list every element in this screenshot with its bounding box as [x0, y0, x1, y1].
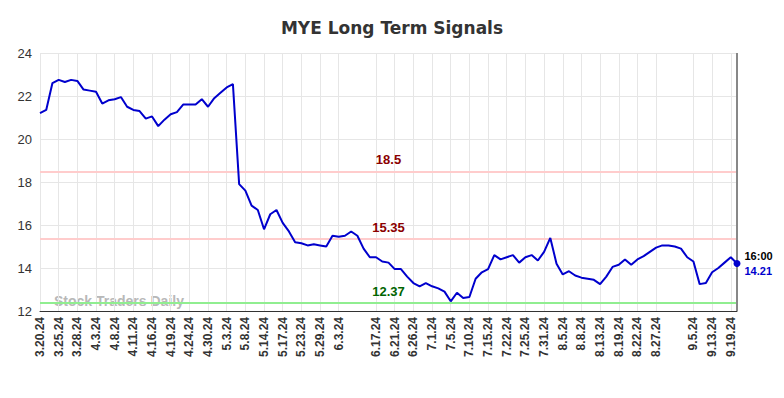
svg-text:3.20.24: 3.20.24: [33, 317, 47, 357]
svg-text:7.10.24: 7.10.24: [462, 317, 476, 357]
svg-text:8.5.24: 8.5.24: [556, 317, 570, 351]
svg-text:3.28.24: 3.28.24: [70, 317, 84, 357]
svg-text:8.8.24: 8.8.24: [574, 317, 588, 351]
svg-text:5.23.24: 5.23.24: [294, 317, 308, 357]
svg-text:5.17.24: 5.17.24: [276, 317, 290, 357]
svg-text:16:00: 16:00: [745, 250, 773, 262]
svg-text:7.1.24: 7.1.24: [425, 317, 439, 351]
svg-text:5.8.24: 5.8.24: [238, 317, 252, 351]
svg-text:18: 18: [18, 175, 32, 190]
svg-text:7.15.24: 7.15.24: [481, 317, 495, 357]
svg-text:3.25.24: 3.25.24: [52, 317, 66, 357]
svg-text:16: 16: [18, 218, 32, 233]
svg-text:14.21: 14.21: [745, 265, 773, 277]
svg-text:5.29.24: 5.29.24: [313, 317, 327, 357]
svg-text:4.3.24: 4.3.24: [89, 317, 103, 351]
svg-text:6.3.24: 6.3.24: [332, 317, 346, 351]
svg-text:9.13.24: 9.13.24: [705, 317, 719, 357]
svg-text:14: 14: [18, 261, 32, 276]
svg-text:4.8.24: 4.8.24: [108, 317, 122, 351]
svg-text:4.30.24: 4.30.24: [201, 317, 215, 357]
svg-text:4.16.24: 4.16.24: [145, 317, 159, 357]
svg-text:8.22.24: 8.22.24: [630, 317, 644, 357]
svg-text:5.3.24: 5.3.24: [220, 317, 234, 351]
svg-text:24: 24: [18, 46, 32, 61]
svg-text:7.25.24: 7.25.24: [518, 317, 532, 357]
svg-text:7.22.24: 7.22.24: [500, 317, 514, 357]
svg-text:15.35: 15.35: [372, 220, 405, 235]
svg-text:6.26.24: 6.26.24: [406, 317, 420, 357]
svg-text:12.37: 12.37: [372, 284, 405, 299]
svg-text:8.19.24: 8.19.24: [612, 317, 626, 357]
svg-text:6.21.24: 6.21.24: [388, 317, 402, 357]
svg-text:22: 22: [18, 89, 32, 104]
svg-text:9.5.24: 9.5.24: [686, 317, 700, 351]
svg-text:9.19.24: 9.19.24: [724, 317, 738, 357]
svg-text:12: 12: [18, 304, 32, 319]
svg-text:Stock Traders Daily: Stock Traders Daily: [54, 293, 184, 309]
svg-text:8.27.24: 8.27.24: [649, 317, 663, 357]
svg-text:4.11.24: 4.11.24: [126, 317, 140, 357]
svg-text:18.5: 18.5: [376, 152, 401, 167]
svg-text:20: 20: [18, 132, 32, 147]
svg-text:4.19.24: 4.19.24: [164, 317, 178, 357]
svg-text:MYE Long Term Signals: MYE Long Term Signals: [281, 18, 503, 38]
svg-text:8.13.24: 8.13.24: [593, 317, 607, 357]
svg-text:7.31.24: 7.31.24: [537, 317, 551, 357]
svg-text:6.17.24: 6.17.24: [369, 317, 383, 357]
svg-text:4.24.24: 4.24.24: [182, 317, 196, 357]
svg-text:7.5.24: 7.5.24: [444, 317, 458, 351]
svg-text:5.14.24: 5.14.24: [257, 317, 271, 357]
